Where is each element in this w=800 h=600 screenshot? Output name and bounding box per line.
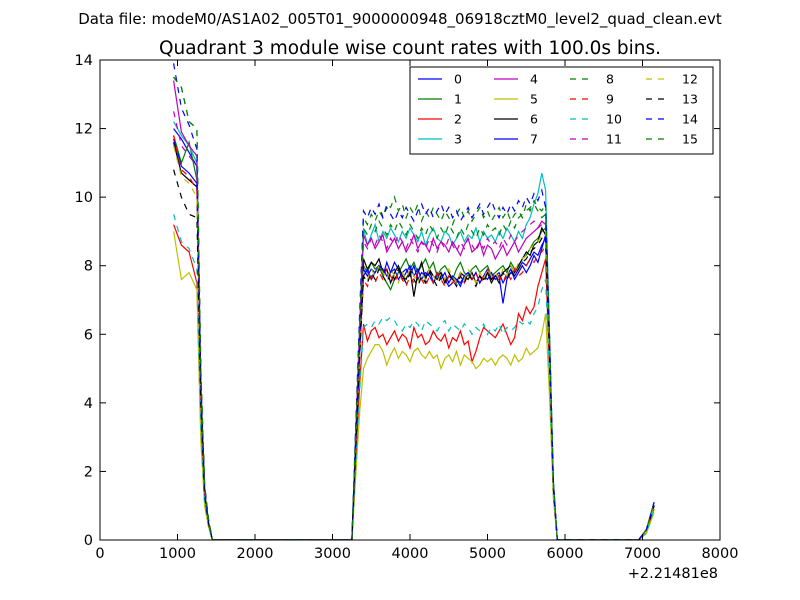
legend-label: 5 — [530, 92, 538, 107]
legend-label: 15 — [682, 132, 698, 147]
x-tick-label: 4000 — [392, 546, 429, 562]
y-tick-label: 0 — [84, 533, 93, 549]
y-tick-label: 2 — [84, 464, 93, 480]
x-tick-label: 2000 — [237, 546, 274, 562]
legend-label: 1 — [454, 92, 462, 107]
data-file-suptitle: Data file: modeM0/AS1A02_005T01_90000009… — [78, 10, 722, 29]
x-tick-label: 8000 — [702, 546, 739, 562]
x-tick-label: 0 — [95, 546, 104, 562]
legend-label: 0 — [454, 72, 462, 87]
y-tick-label: 10 — [75, 190, 93, 206]
legend-label: 4 — [530, 72, 538, 87]
series-lines — [173, 63, 655, 540]
series-line-5 — [173, 231, 655, 540]
series-line-15 — [173, 76, 655, 540]
x-axis: 0 1000 2000 3000 4000 5000 6000 7000 8000 — [95, 60, 738, 562]
y-tick-label: 6 — [84, 327, 93, 343]
x-tick-label: 5000 — [469, 546, 506, 562]
series-line-11 — [173, 111, 655, 540]
legend-label: 9 — [606, 92, 614, 107]
y-tick-label: 4 — [84, 396, 93, 412]
x-tick-label: 7000 — [624, 546, 661, 562]
legend-label: 2 — [454, 112, 462, 127]
legend-label: 11 — [606, 132, 622, 147]
y-tick-label: 12 — [75, 122, 93, 138]
y-tick-label: 14 — [75, 53, 93, 69]
legend-label: 14 — [682, 112, 698, 127]
series-line-13 — [173, 169, 655, 540]
x-axis-offset-label: +2.21481e8 — [628, 566, 718, 582]
legend-label: 10 — [606, 112, 622, 127]
legend-label: 8 — [606, 72, 614, 87]
x-tick-label: 3000 — [314, 546, 351, 562]
series-line-10 — [173, 214, 655, 540]
legend-label: 12 — [682, 72, 698, 87]
x-tick-label: 6000 — [547, 546, 584, 562]
series-line-14 — [173, 63, 655, 540]
x-tick-label: 1000 — [159, 546, 196, 562]
legend-label: 3 — [454, 132, 462, 147]
legend-label: 7 — [530, 132, 538, 147]
y-tick-label: 8 — [84, 259, 93, 275]
legend-label: 13 — [682, 92, 698, 107]
chart-title: Quadrant 3 module wise count rates with … — [159, 38, 661, 59]
legend-label: 6 — [530, 112, 538, 127]
